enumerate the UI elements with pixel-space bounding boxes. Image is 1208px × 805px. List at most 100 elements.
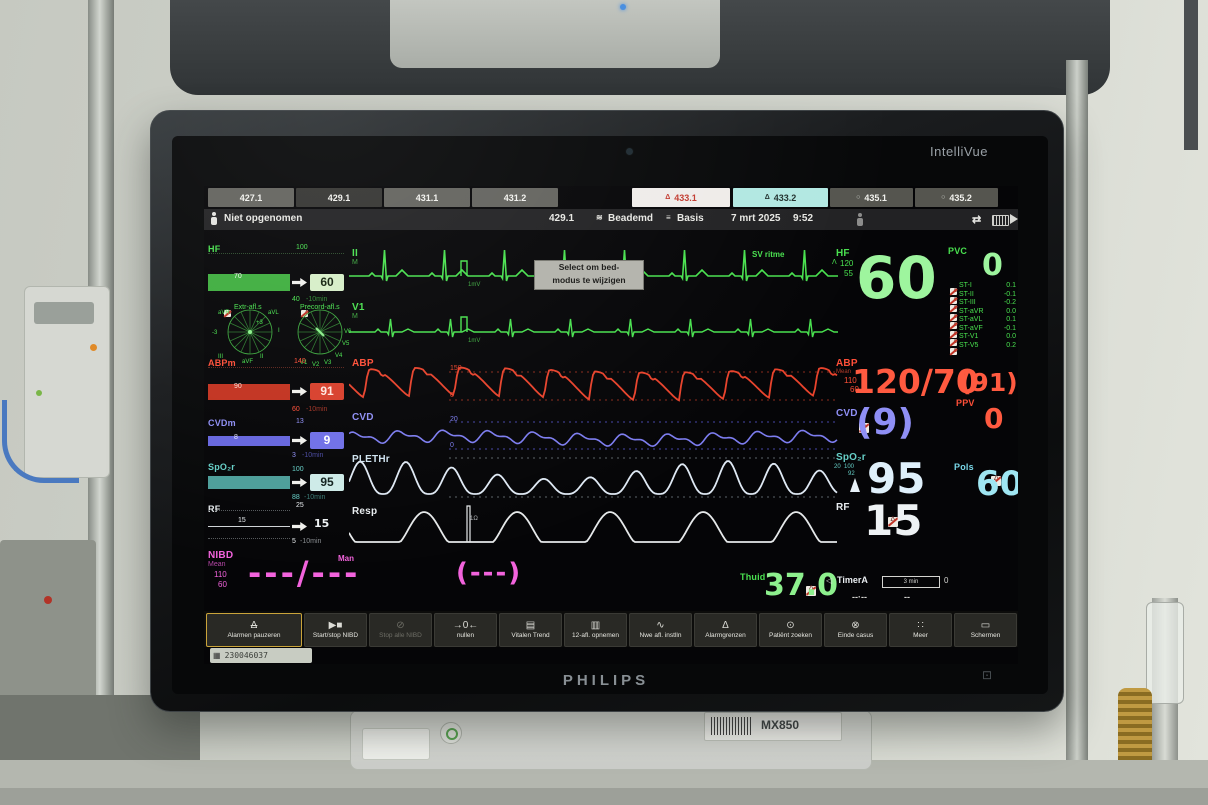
cvdm-trend-label[interactable]: CVDm bbox=[208, 418, 236, 428]
hf-trend-bar[interactable]: 70 bbox=[208, 273, 290, 291]
rf-trend-line[interactable] bbox=[208, 526, 290, 527]
ecg-lead1-label[interactable]: II bbox=[352, 248, 358, 259]
keyboard-icon[interactable] bbox=[992, 215, 1009, 226]
toolbar-vitals-trend-button[interactable]: ▤ Vitalen Trend bbox=[499, 613, 562, 647]
hf-trend-current: 70 bbox=[234, 273, 242, 280]
st-row[interactable]: ST-V1 0.0 bbox=[950, 333, 1016, 346]
stmap-lead-v1: V1 bbox=[300, 360, 308, 366]
ecg-lead2-label[interactable]: V1 bbox=[352, 302, 365, 313]
abp-scale-low: 0 bbox=[450, 392, 454, 399]
ppv-label[interactable]: PPV bbox=[956, 398, 975, 408]
cvdm-trend-bar[interactable]: 8 bbox=[208, 434, 290, 446]
cvd-value[interactable]: (9) bbox=[856, 402, 914, 443]
st-row[interactable]: ST-I 0.1 bbox=[950, 282, 1016, 295]
nibd-mean[interactable]: (---) bbox=[456, 558, 523, 588]
cvd-wave-label[interactable]: CVD bbox=[352, 412, 374, 423]
ceiling-shelf bbox=[390, 0, 720, 68]
abp-value[interactable]: 120/70 bbox=[852, 362, 979, 401]
tab-bed-429-1[interactable]: 429.1 bbox=[296, 188, 382, 207]
st-row[interactable]: ST-aVL 0.1 bbox=[950, 316, 1016, 329]
pols-label[interactable]: Pols bbox=[954, 462, 974, 472]
toolbar-screens-button[interactable]: ▭ Schermen bbox=[954, 613, 1017, 647]
rf-value[interactable]: 15 bbox=[864, 496, 923, 545]
toolbar-new-lead-setup-button[interactable]: ∿ Nwe afl. instlln bbox=[629, 613, 692, 647]
resp-wave-label[interactable]: Resp bbox=[352, 506, 378, 517]
timer-bar[interactable]: 3 min bbox=[882, 576, 940, 588]
cvdm-trend-window: -10min bbox=[302, 452, 324, 459]
st-row[interactable]: ST-aVR 0.0 bbox=[950, 308, 1016, 321]
bed-label[interactable]: 429.1 bbox=[549, 213, 575, 224]
toolbar-find-patient-button[interactable]: ⊙ Patiënt zoeken bbox=[759, 613, 822, 647]
hf-label[interactable]: HF bbox=[836, 248, 850, 259]
abpm-trend-label[interactable]: ABPm bbox=[208, 358, 236, 368]
toolbar-alarms-pause-button[interactable]: Δ Alarmen pauzeren bbox=[206, 613, 302, 647]
toolbar-record-12lead-button[interactable]: ▥ 12-afl. opnemen bbox=[564, 613, 627, 647]
abpm-trend-gridline bbox=[208, 367, 344, 368]
abpm-trend-bar[interactable]: 90 bbox=[208, 383, 290, 400]
toolbar-more-button[interactable]: ∷ Meer bbox=[889, 613, 952, 647]
time-label[interactable]: 9:52 bbox=[793, 213, 814, 224]
tab-bed-427-1[interactable]: 427.1 bbox=[208, 188, 294, 207]
pvc-label[interactable]: PVC bbox=[948, 246, 968, 256]
abp-label[interactable]: ABP bbox=[836, 358, 858, 369]
pols-value[interactable]: 60 bbox=[976, 464, 1018, 504]
tab-bed-431-2[interactable]: 431.2 bbox=[472, 188, 558, 207]
st-alarm-off-icon bbox=[950, 322, 960, 329]
tab-bed-433-1[interactable]: Δ 433.1 bbox=[632, 188, 730, 207]
profile-name[interactable]: Basis bbox=[677, 213, 704, 224]
toolbar-start-stop-nibd-button[interactable]: ▶■ Start/stop NIBD bbox=[304, 613, 367, 647]
pleth-wave-label[interactable]: PLETHr bbox=[352, 454, 390, 465]
rf-trend-label[interactable]: RF bbox=[208, 504, 221, 514]
alarm-limits-icon: Δ bbox=[722, 620, 729, 631]
hf-trend-label[interactable]: HF bbox=[208, 244, 221, 254]
timer-speaker-icon: ◁ bbox=[826, 576, 833, 585]
spo2-value[interactable]: 95 bbox=[867, 454, 926, 503]
rf-trend-high: 25 bbox=[296, 502, 304, 509]
spo2-label[interactable]: SpO₂r bbox=[836, 452, 866, 463]
nibd-value[interactable]: ---/--- bbox=[248, 554, 361, 592]
spo2-trend-bar[interactable] bbox=[208, 476, 290, 489]
st-row[interactable]: ST-aVF -0.1 bbox=[950, 324, 1016, 338]
audio-volume-icon[interactable] bbox=[1010, 214, 1018, 224]
abp-mean[interactable]: (91) bbox=[960, 368, 1018, 397]
toolbar-end-case-button[interactable]: ⊗ Einde casus bbox=[824, 613, 887, 647]
abp-wave-label[interactable]: ABP bbox=[352, 358, 374, 369]
st-value: -0.1 bbox=[1003, 324, 1016, 332]
nibd-mode[interactable]: Man bbox=[338, 554, 354, 563]
alarm-icon: Δ bbox=[764, 194, 770, 201]
admission-status[interactable]: Niet opgenomen bbox=[224, 213, 303, 224]
toolbar-stop-all-nibd-button[interactable]: ⊘ Stop alle NIBD bbox=[369, 613, 432, 647]
timer-label[interactable]: TimerA bbox=[837, 575, 868, 585]
resp-waveform bbox=[349, 511, 837, 543]
tab-bed-431-1[interactable]: 431.1 bbox=[384, 188, 470, 207]
tab-bed-433-2[interactable]: Δ 433.2 bbox=[733, 188, 828, 207]
toolbar-alarm-limits-button[interactable]: Δ Alarmgrenzen bbox=[694, 613, 757, 647]
spo2-trend-label[interactable]: SpO₂r bbox=[208, 462, 236, 472]
ecg-lead2-filter: M bbox=[352, 313, 358, 320]
st-list[interactable]: ST-I 0.1 ST-II -0.1 ST-III -0.2 ST-aVR 0.0 S… bbox=[950, 282, 1016, 355]
ppv-value[interactable]: 0 bbox=[984, 402, 1004, 435]
spo2-trend-valuebox: 95 bbox=[310, 474, 344, 491]
hf-value[interactable]: 60 bbox=[856, 244, 937, 312]
pvc-value[interactable]: 0 bbox=[982, 248, 1003, 283]
bed-overview-icon[interactable]: ⇄ bbox=[972, 214, 982, 226]
ventilation-mode[interactable]: Beademd bbox=[608, 213, 654, 224]
rf-label[interactable]: RF bbox=[836, 502, 850, 513]
date-label[interactable]: 7 mrt 2025 bbox=[731, 213, 781, 224]
bed-mode-tooltip[interactable]: Select om bed- modus te wijzigen bbox=[534, 260, 644, 290]
tab-bed-435-2[interactable]: ○ 435.2 bbox=[915, 188, 998, 207]
toolbar-zero-button[interactable]: →0← nullen bbox=[434, 613, 497, 647]
stmap-right-title[interactable]: Precord-afl.s bbox=[300, 304, 340, 311]
cvd-label[interactable]: CVD bbox=[836, 408, 858, 419]
nibd-label[interactable]: NIBD bbox=[208, 550, 234, 561]
st-row[interactable]: ST-V5 0.2 bbox=[950, 342, 1016, 355]
st-row[interactable]: ST-III -0.2 bbox=[950, 299, 1016, 312]
tab-bed-435-1[interactable]: ○ 435.1 bbox=[830, 188, 913, 207]
temp-label[interactable]: Thuid bbox=[740, 572, 766, 582]
stmap-left-title[interactable]: Extr-afl.s bbox=[234, 304, 262, 311]
temp-value[interactable]: 37.0 bbox=[764, 568, 839, 603]
st-row[interactable]: ST-II -0.1 bbox=[950, 291, 1016, 304]
clinician-icon[interactable] bbox=[856, 213, 864, 226]
st-value: 0.1 bbox=[1006, 282, 1016, 289]
st-map-charts bbox=[227, 309, 343, 355]
